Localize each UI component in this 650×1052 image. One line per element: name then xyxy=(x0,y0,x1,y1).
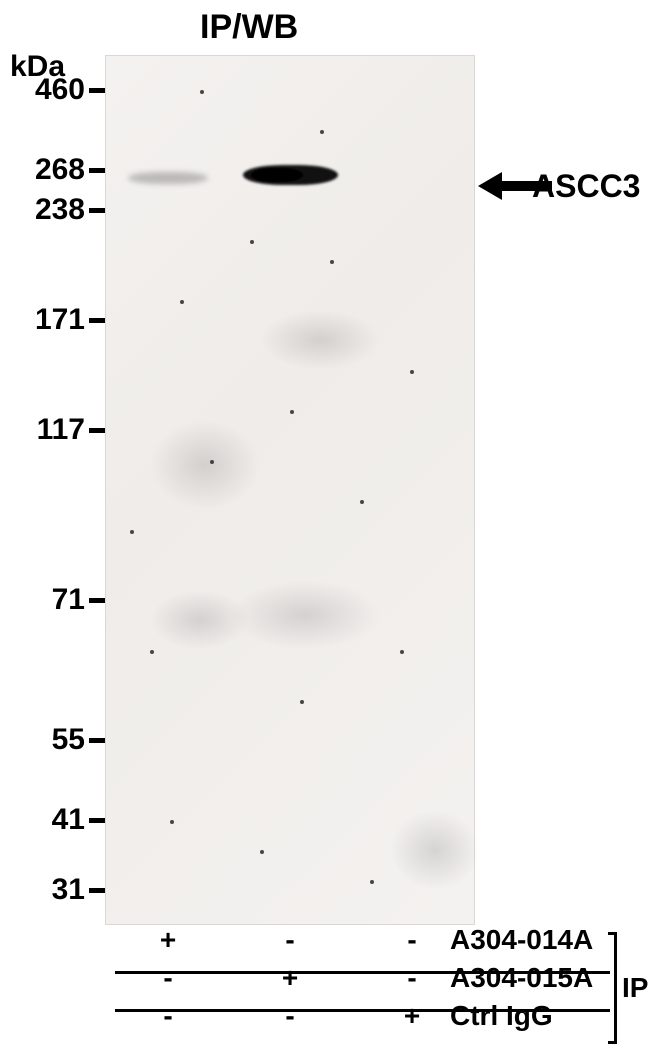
ip-bracket xyxy=(614,932,617,1044)
blot-speck xyxy=(200,90,204,94)
legend-divider xyxy=(115,971,610,974)
blot-smudge xyxy=(150,420,260,510)
blot-smudge xyxy=(230,580,380,650)
blot-speck xyxy=(370,880,374,884)
blot-speck xyxy=(180,300,184,304)
ladder-tick xyxy=(89,168,105,173)
legend-cell: + xyxy=(267,962,313,994)
band-faint xyxy=(128,172,208,184)
legend-cell: - xyxy=(145,1000,191,1032)
ladder-label: 171 xyxy=(0,303,85,337)
target-label: ASCC3 xyxy=(532,168,640,205)
ladder-label: 268 xyxy=(0,153,85,187)
ladder-tick xyxy=(89,208,105,213)
ladder-tick xyxy=(89,598,105,603)
ladder-label: 55 xyxy=(0,723,85,757)
ladder-label: 31 xyxy=(0,873,85,907)
band-main-core xyxy=(251,168,303,182)
legend-cell: - xyxy=(145,962,191,994)
blot-smudge xyxy=(150,590,250,650)
legend-cell: - xyxy=(267,924,313,956)
ladder-label: 41 xyxy=(0,803,85,837)
blot-speck xyxy=(130,530,134,534)
blot-speck xyxy=(170,820,174,824)
ladder-label: 71 xyxy=(0,583,85,617)
legend-row-label: A304-015A xyxy=(450,962,593,994)
legend-divider xyxy=(115,1009,610,1012)
ladder-tick xyxy=(89,888,105,893)
ip-bracket-top xyxy=(608,932,614,935)
ladder-tick xyxy=(89,738,105,743)
ladder-label: 460 xyxy=(0,73,85,107)
legend-row-label: Ctrl IgG xyxy=(450,1000,553,1032)
blot-smudge xyxy=(390,810,480,890)
legend-row-label: A304-014A xyxy=(450,924,593,956)
blot-speck xyxy=(290,410,294,414)
blot-speck xyxy=(410,370,414,374)
blot-speck xyxy=(320,130,324,134)
legend-cell: - xyxy=(267,1000,313,1032)
ladder-tick xyxy=(89,428,105,433)
legend-cell: + xyxy=(389,1000,435,1032)
legend-cell: - xyxy=(389,924,435,956)
legend-cell: - xyxy=(389,962,435,994)
ip-label: IP xyxy=(622,972,648,1004)
ladder-tick xyxy=(89,88,105,93)
blot-speck xyxy=(400,650,404,654)
ladder-label: 238 xyxy=(0,193,85,227)
blot-smudge xyxy=(260,310,380,370)
blot-speck xyxy=(260,850,264,854)
blot-speck xyxy=(300,700,304,704)
ladder-tick xyxy=(89,818,105,823)
blot-speck xyxy=(330,260,334,264)
ladder-label: 117 xyxy=(0,413,85,447)
ladder-tick xyxy=(89,318,105,323)
blot-speck xyxy=(210,460,214,464)
blot-speck xyxy=(250,240,254,244)
blot-speck xyxy=(360,500,364,504)
ip-bracket-bottom xyxy=(608,1041,614,1044)
legend-cell: + xyxy=(145,924,191,956)
figure-title: IP/WB xyxy=(200,8,298,47)
blot-speck xyxy=(150,650,154,654)
